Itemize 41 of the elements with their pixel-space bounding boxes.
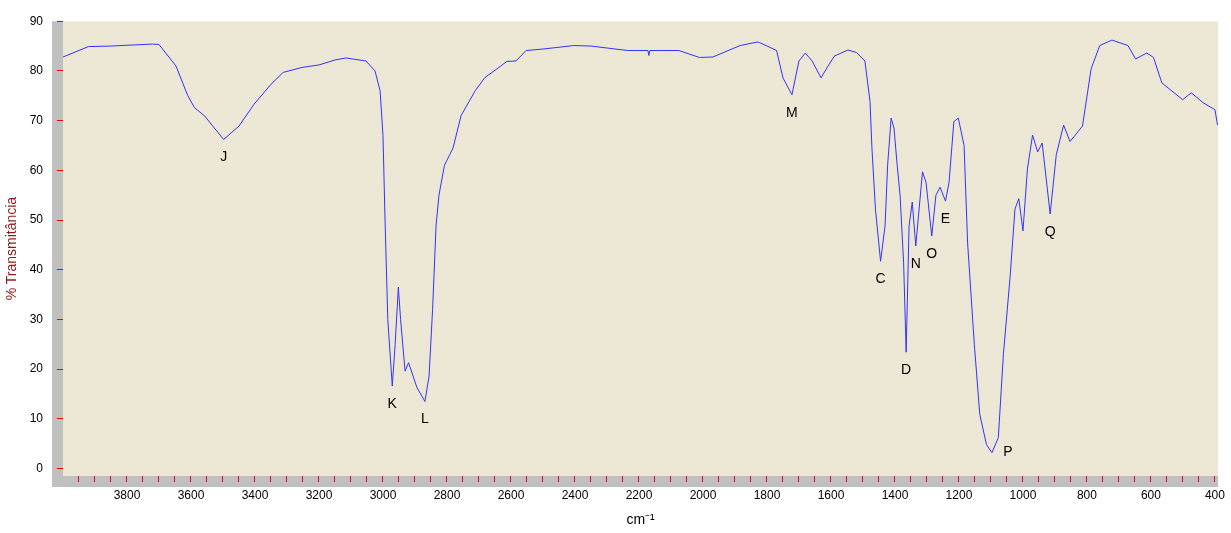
annotation: L: [421, 410, 430, 427]
x-tick-label: 1400: [881, 487, 909, 502]
x-tick-label: 3000: [369, 487, 397, 502]
annotation: O: [926, 244, 938, 261]
y-tick-label: 40: [29, 262, 44, 277]
x-tick-label: 2600: [497, 487, 525, 502]
x-tick-label: 2200: [625, 487, 653, 502]
x-tick-label: 2400: [561, 487, 589, 502]
annotation: K: [387, 394, 398, 411]
x-tick-label: 1800: [753, 487, 781, 502]
annotation: N: [910, 254, 921, 271]
y-axis-title: % Transmitância: [3, 196, 20, 301]
annotation: Q: [1044, 222, 1056, 239]
y-tick-label: 10: [29, 411, 44, 426]
annotation: M: [786, 103, 798, 120]
x-tick-label: 800: [1076, 487, 1098, 502]
y-tick-label: 0: [36, 460, 44, 475]
x-tick-label: 3200: [305, 487, 333, 502]
x-tick-label: 2800: [433, 487, 461, 502]
x-tick-label: 1000: [1009, 487, 1037, 502]
x-tick-label: 400: [1204, 487, 1226, 502]
x-tick-label: 2000: [689, 487, 717, 502]
annotation: D: [901, 361, 912, 378]
y-tick-label: 80: [29, 63, 44, 78]
y-tick-label: 90: [29, 13, 44, 28]
x-tick-label: 600: [1140, 487, 1162, 502]
x-tick-label: 3400: [241, 487, 269, 502]
y-tick-label: 50: [29, 212, 44, 227]
annotation: J: [220, 148, 228, 165]
y-tick-label: 60: [29, 162, 44, 177]
x-axis-title: cm⁻¹: [626, 511, 656, 528]
x-tick-label: 3600: [177, 487, 205, 502]
x-tick-label: 1200: [945, 487, 973, 502]
x-tick-label: 3800: [113, 487, 141, 502]
y-tick-label: 30: [29, 311, 44, 326]
annotation: C: [875, 270, 886, 287]
y-tick-label: 20: [29, 361, 44, 376]
annotation: P: [1003, 443, 1013, 460]
annotation: E: [940, 209, 951, 226]
y-tick-label: 70: [29, 112, 44, 127]
x-tick-label: 1600: [817, 487, 845, 502]
